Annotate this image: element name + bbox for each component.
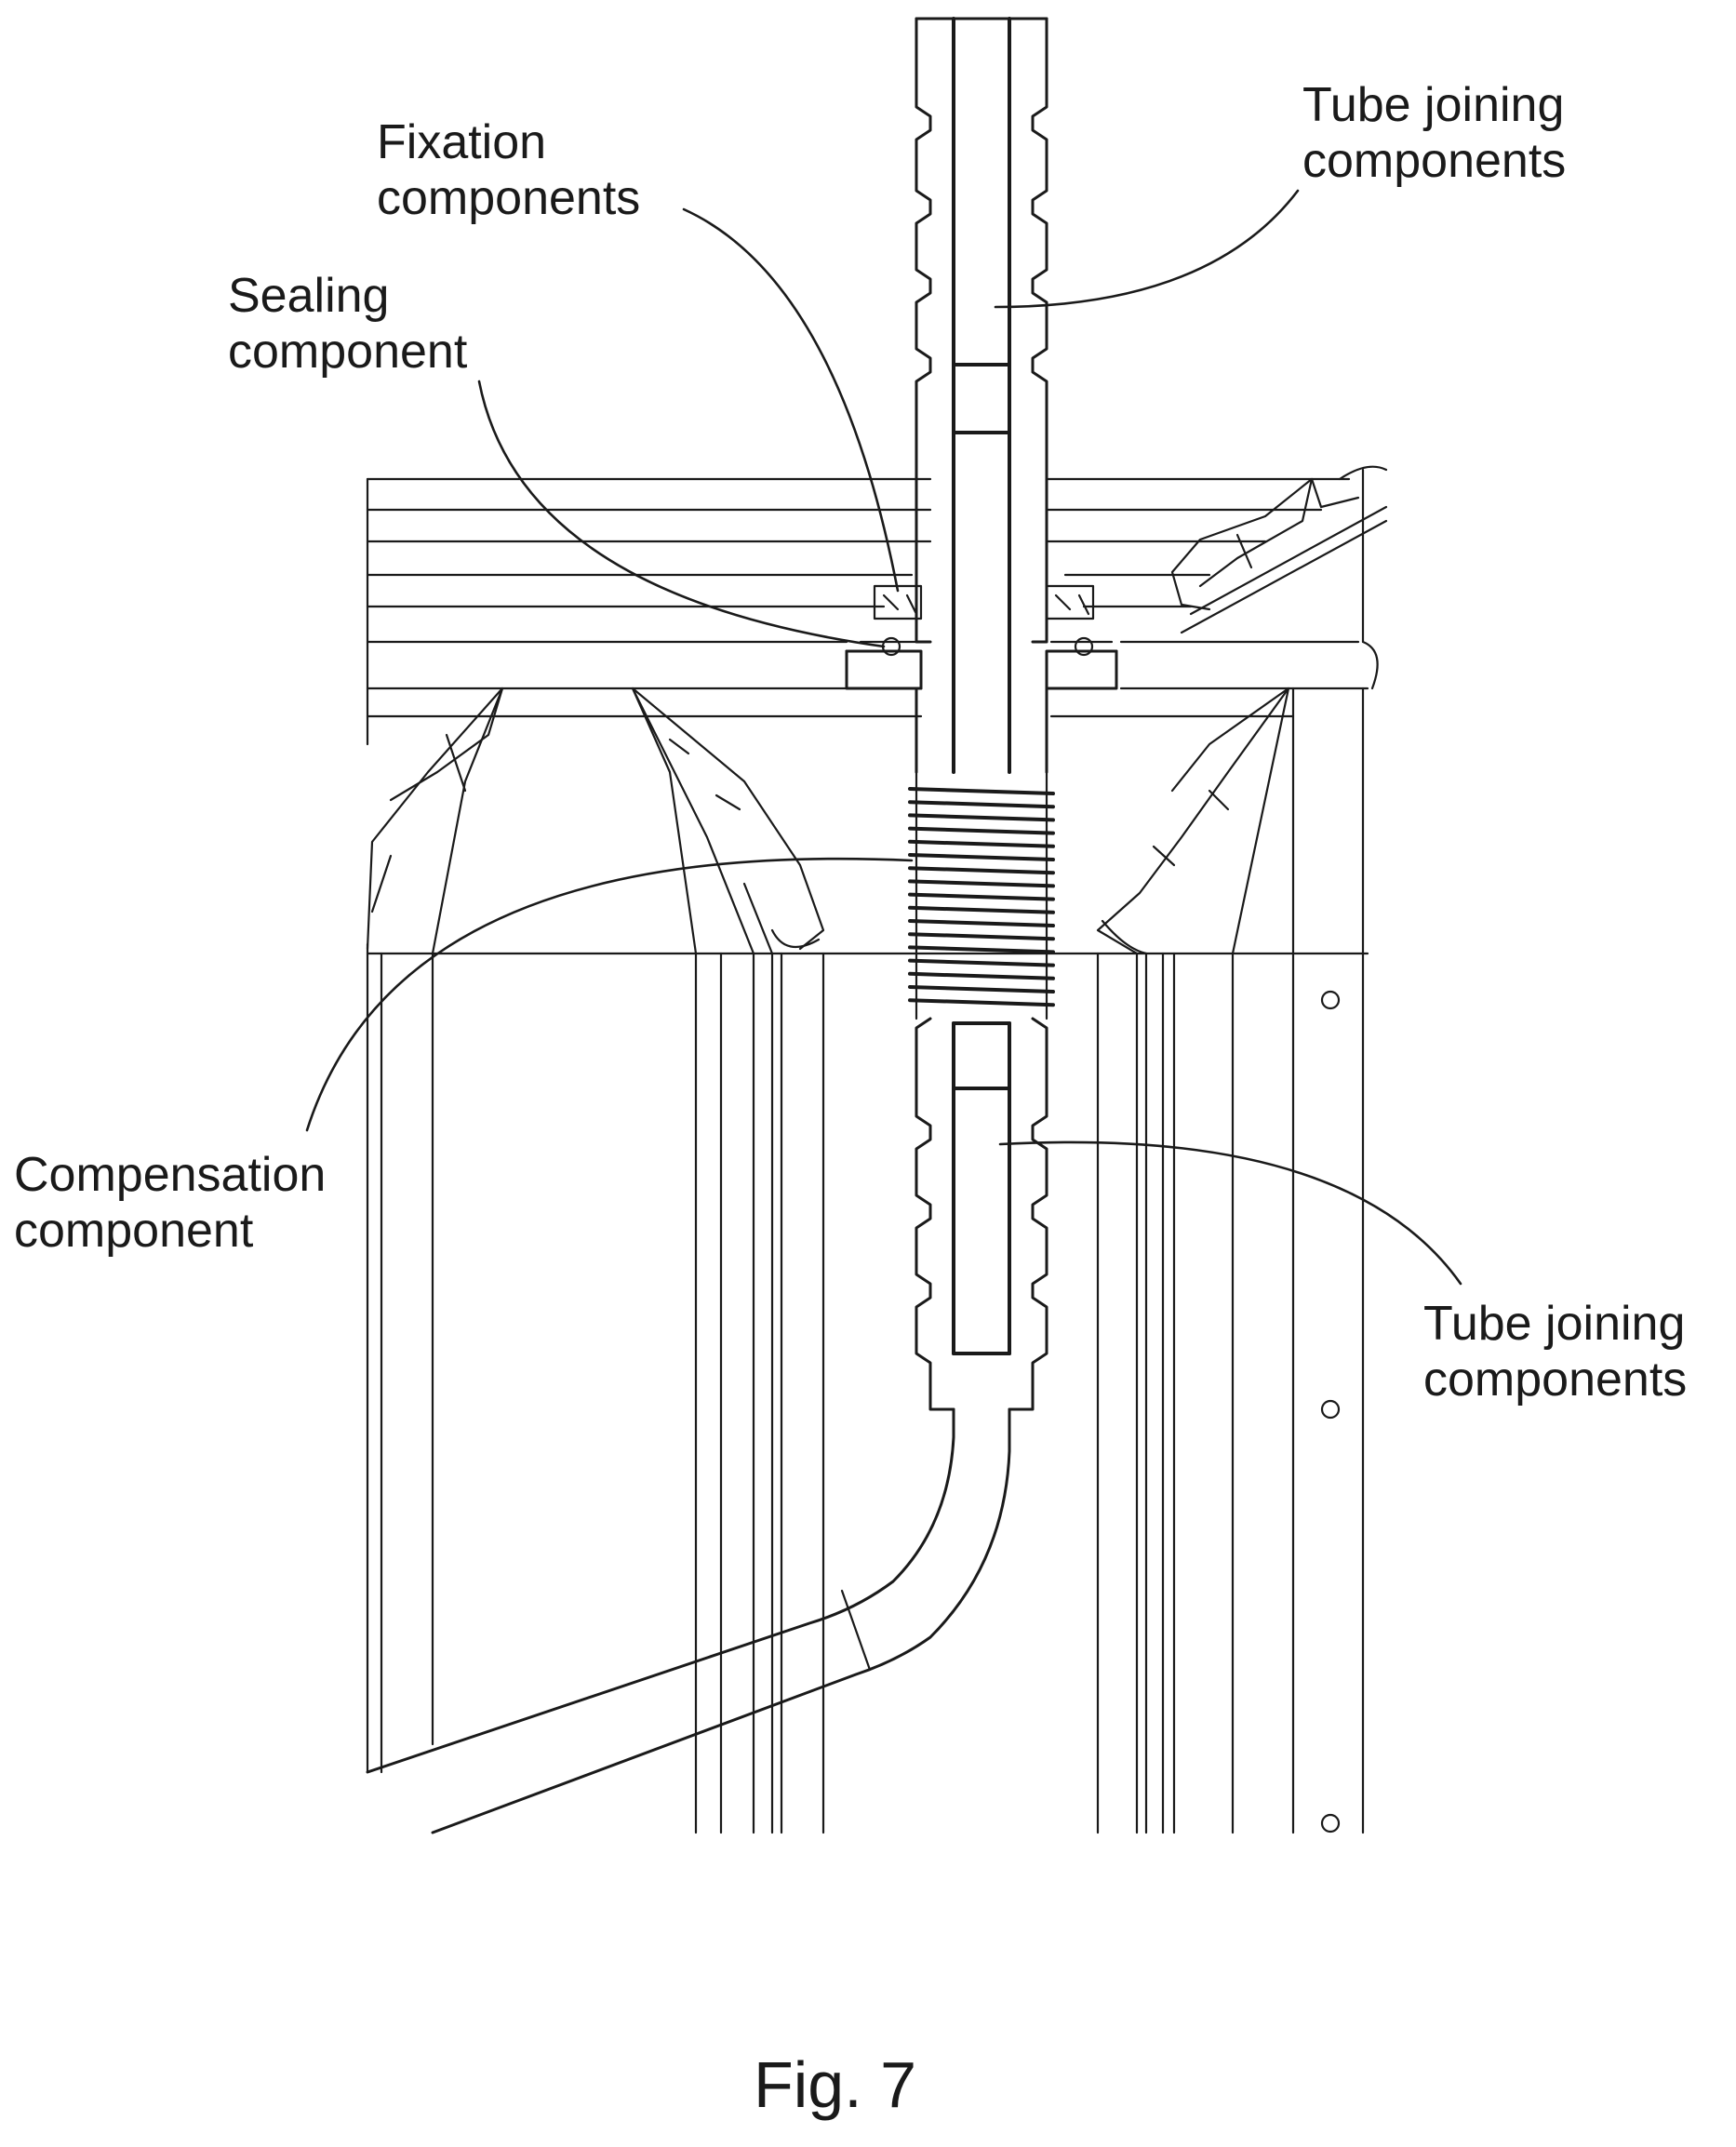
bellows-coil	[910, 842, 1053, 847]
label-fixation: Fixation components	[377, 115, 640, 225]
bellows-coil	[910, 815, 1053, 820]
bellows-coil	[910, 868, 1053, 873]
bellows-coil	[910, 895, 1053, 900]
label-compensation-line2: component	[14, 1204, 254, 1258]
mounting-holes	[1322, 992, 1339, 1832]
label-compensation-line1: Compensation	[14, 1148, 326, 1202]
label-tube-bottom-line1: Tube joining	[1423, 1297, 1685, 1351]
lower-tube	[367, 1019, 1047, 1833]
bellows-coil	[910, 855, 1053, 860]
bellows-coil	[910, 829, 1053, 833]
bellows-compensation	[910, 772, 1053, 1019]
figure-caption: Fig. 7	[754, 2048, 916, 2121]
bellows-coil	[910, 881, 1053, 886]
bellows-coil	[910, 789, 1053, 793]
leader-fixation	[684, 209, 898, 591]
leader-tube-top	[995, 191, 1298, 307]
flange-assembly	[847, 586, 1116, 772]
label-sealing-line2: component	[228, 325, 468, 379]
leader-tube-bottom	[1000, 1142, 1461, 1284]
bellows-coil	[910, 987, 1053, 992]
label-tube-top-line2: components	[1302, 134, 1566, 188]
label-fixation-line1: Fixation	[377, 115, 546, 169]
label-compensation: Compensation component	[14, 1148, 326, 1258]
label-tube-top-line1: Tube joining	[1302, 78, 1564, 132]
bellows-coil	[910, 802, 1053, 807]
label-sealing: Sealing component	[228, 269, 468, 379]
label-tube-joining-bottom: Tube joining components	[1423, 1297, 1687, 1407]
leader-lines	[307, 191, 1461, 1284]
bellows-coil	[910, 908, 1053, 913]
bellows-coil	[910, 921, 1053, 926]
upper-tube	[916, 19, 1047, 772]
leader-compensation	[307, 859, 912, 1130]
bellows-coil	[910, 934, 1053, 939]
bellows-coil	[910, 1000, 1053, 1005]
bellows-coil	[910, 947, 1053, 952]
bellows-coil	[910, 961, 1053, 966]
label-tube-bottom-line2: components	[1423, 1353, 1687, 1407]
label-sealing-line1: Sealing	[228, 269, 389, 323]
label-fixation-line2: components	[377, 171, 640, 225]
label-tube-joining-top: Tube joining components	[1302, 78, 1566, 188]
bellows-coil	[910, 974, 1053, 979]
inner-tube-bundles	[696, 953, 1233, 1833]
